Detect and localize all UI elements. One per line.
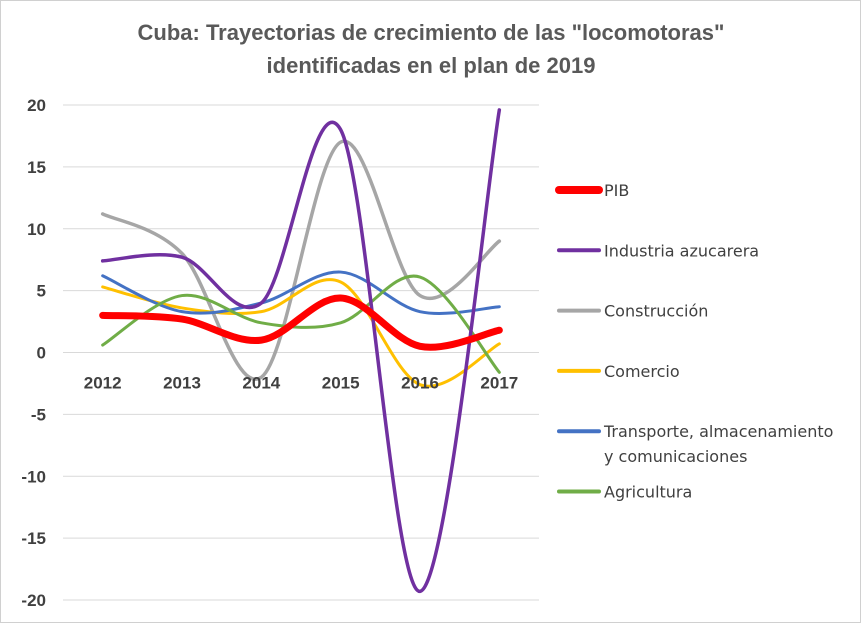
series-line-comercio: [101, 278, 501, 388]
x-tick-label: 2014: [242, 374, 280, 393]
y-tick-label: 5: [37, 282, 46, 301]
x-tick-label: 2013: [163, 374, 201, 393]
legend-label: Transporte, almacenamiento: [603, 422, 833, 441]
x-tick-label: 2016: [401, 374, 439, 393]
series-line-agricultura: [101, 274, 501, 374]
legend-label: Comercio: [604, 362, 680, 381]
chart-title-line-2: identificadas en el plan de 2019: [267, 53, 596, 78]
x-tick-label: 2017: [480, 374, 518, 393]
series-line-industria-azucarera: [100, 108, 502, 594]
legend-label: Industria azucarera: [604, 241, 759, 260]
x-axis-ticks: 2012 2013 2014 2015 2016 2017: [84, 374, 518, 393]
y-tick-label: -15: [21, 529, 46, 548]
legend-label: PIB: [604, 181, 629, 200]
legend-label: Agricultura: [604, 483, 692, 502]
y-tick-label: -20: [21, 591, 46, 610]
series-lines: [99, 108, 503, 594]
legend-label: y comunicaciones: [604, 447, 747, 466]
y-tick-label: 10: [27, 220, 46, 239]
x-tick-label: 2015: [322, 374, 360, 393]
y-tick-label: -10: [21, 467, 46, 486]
y-tick-label: 20: [27, 96, 46, 115]
y-axis-ticks: 20 15 10 5 0 -5 -10 -15 -20: [21, 96, 46, 610]
legend: PIB Industria azucarera Construcción Comerc…: [555, 181, 833, 502]
chart-title-line-1: Cuba: Trayectorias de crecimiento de las…: [138, 20, 725, 45]
x-tick-label: 2012: [84, 374, 122, 393]
y-tick-label: 15: [27, 158, 46, 177]
series-line-construcci-n: [100, 139, 502, 381]
series-line-pib: [99, 294, 503, 351]
y-tick-label: -5: [31, 405, 46, 424]
legend-label: Construcción: [604, 302, 708, 321]
y-tick-label: 0: [37, 344, 46, 363]
series-line-transporte-almacenamiento-y-comunicaciones: [101, 270, 501, 315]
